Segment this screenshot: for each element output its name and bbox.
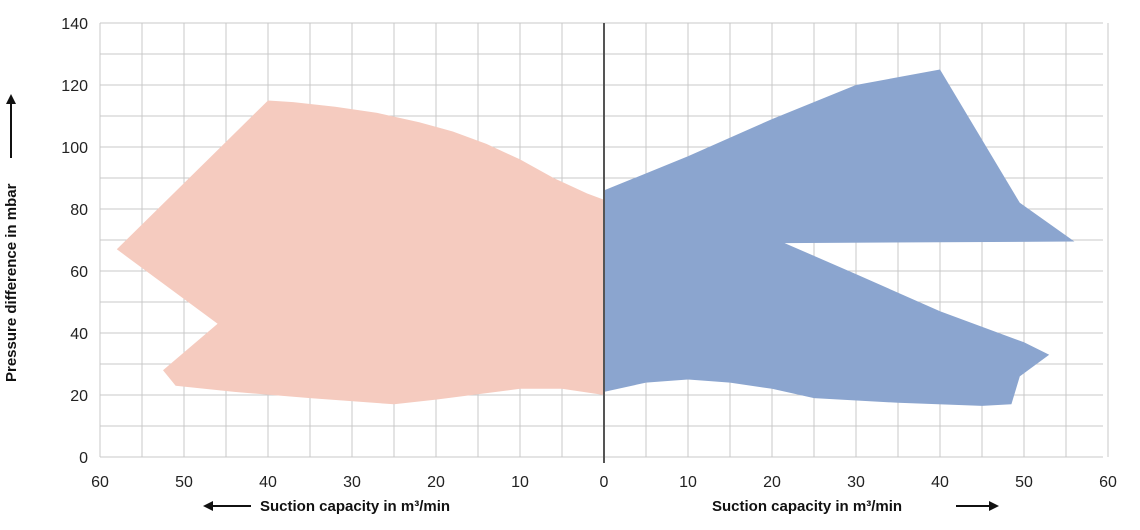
right-arrow-icon [956,501,999,511]
plot-areas [116,69,1075,406]
x-right-tick-label: 30 [847,474,865,491]
x-left-tick-label: 0 [600,474,609,491]
x-right-tick-label: 20 [763,474,781,491]
y-axis-arrow-icon [6,94,16,158]
y-tick-label: 140 [61,16,88,33]
y-tick-label: 0 [79,450,88,467]
y-axis-label: Pressure difference in mbar [3,183,20,382]
y-tick-label: 100 [61,140,88,157]
x-right-tick-label: 40 [931,474,949,491]
x-left-tick-label: 20 [427,474,445,491]
x-left-tick-label: 30 [343,474,361,491]
y-tick-label: 60 [70,264,88,281]
y-axis-title: Pressure difference in mbar [3,94,20,382]
x-left-tick-label: 50 [175,474,193,491]
x-left-tick-label: 40 [259,474,277,491]
x-right-tick-label: 60 [1099,474,1117,491]
y-tick-label: 20 [70,388,88,405]
x-axis-right-label: Suction capacity in m³/min [712,498,902,515]
x-right-tick-label: 10 [679,474,697,491]
x-axis-left-label: Suction capacity in m³/min [260,498,450,515]
x-axis-left-title: Suction capacity in m³/min [203,498,450,515]
left-operating-area [116,100,605,405]
left-arrow-icon [203,501,251,511]
x-left-tick-label: 10 [511,474,529,491]
x-axis-right-title: Suction capacity in m³/min [712,498,999,515]
y-tick-label: 40 [70,326,88,343]
right-operating-area [604,69,1075,406]
x-left-tick-label: 60 [91,474,109,491]
y-tick-label: 120 [61,78,88,95]
x-right-tick-label: 50 [1015,474,1033,491]
y-tick-label: 80 [70,202,88,219]
